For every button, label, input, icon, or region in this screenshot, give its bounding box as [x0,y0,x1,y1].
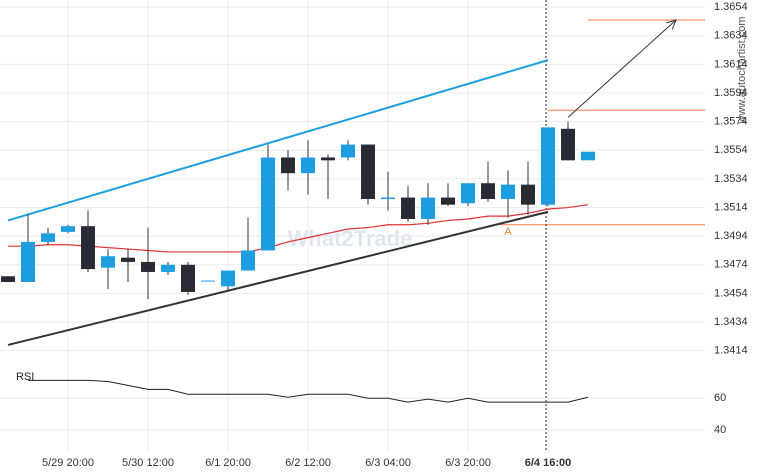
x-tick-label: 6/2 12:00 [285,457,331,469]
candle-body [301,157,315,174]
candle-body [41,233,55,242]
y-tick-label: 1.3454 [714,287,748,299]
candle-body [481,183,495,199]
forecast-arrow [567,19,677,118]
candle-body [381,197,395,199]
trendline [7,210,549,346]
candle-body [221,270,235,287]
x-tick-label: 6/1 20:00 [205,457,251,469]
y-tick-label: 1.3474 [714,259,748,271]
candle-body [581,151,595,161]
candle-body [161,264,175,272]
x-tick-label: 5/29 20:00 [42,457,94,469]
candle-body [521,184,535,205]
x-tick-label: 5/30 12:00 [122,457,174,469]
annotation: A [504,226,512,238]
candle-body [21,241,35,282]
y-tick-label: 1.3514 [714,201,748,213]
y-tick-label: 1.3414 [714,345,748,357]
y-tick-label: 1.3594 [714,87,748,99]
candle-body [561,128,575,161]
candle-body [141,261,155,272]
rsi-title: RSI [16,371,34,383]
line-series [28,379,589,403]
y-tick-label: 1.3554 [714,144,748,156]
candle-body [1,276,15,282]
y-tick-label: 1.3494 [714,230,748,242]
arrow-head [666,19,677,30]
source: www.autochartist.com [736,17,748,125]
candle-body [461,183,475,204]
candle-body [281,157,295,174]
candle-body [61,226,75,232]
candle-body [541,127,555,205]
candle-body [421,197,435,219]
y-tick-label: 1.3534 [714,173,748,185]
candle-body [121,257,135,262]
candle-body [361,144,375,199]
moving-average [8,204,589,253]
trendline [7,59,549,222]
candle-body [241,250,255,271]
candle-body [441,197,455,205]
y-tick-label: 1.3574 [714,116,748,128]
y-tick-label: 1.3614 [714,58,748,70]
y-tick-label: 1.3634 [714,30,748,42]
y-tick-label: 60 [714,392,726,404]
candle-body [201,280,215,282]
candle-body [101,256,115,268]
candle-body [341,144,355,158]
watermark: What2Trade [288,226,413,251]
y-tick-label: 40 [714,424,726,436]
y-tick-label: 1.3654 [714,1,748,13]
candle-body [261,157,275,251]
candle-body [81,226,95,270]
candle-body [501,184,515,199]
candle-body [181,264,195,292]
x-tick-label: 6/3 04:00 [365,457,411,469]
y-tick-label: 1.3434 [714,316,748,328]
x-tick-label: 6/3 20:00 [445,457,491,469]
candle-body [321,157,335,161]
x-tick-label: 6/4 16:00 [525,457,571,469]
candle-body [401,197,415,219]
